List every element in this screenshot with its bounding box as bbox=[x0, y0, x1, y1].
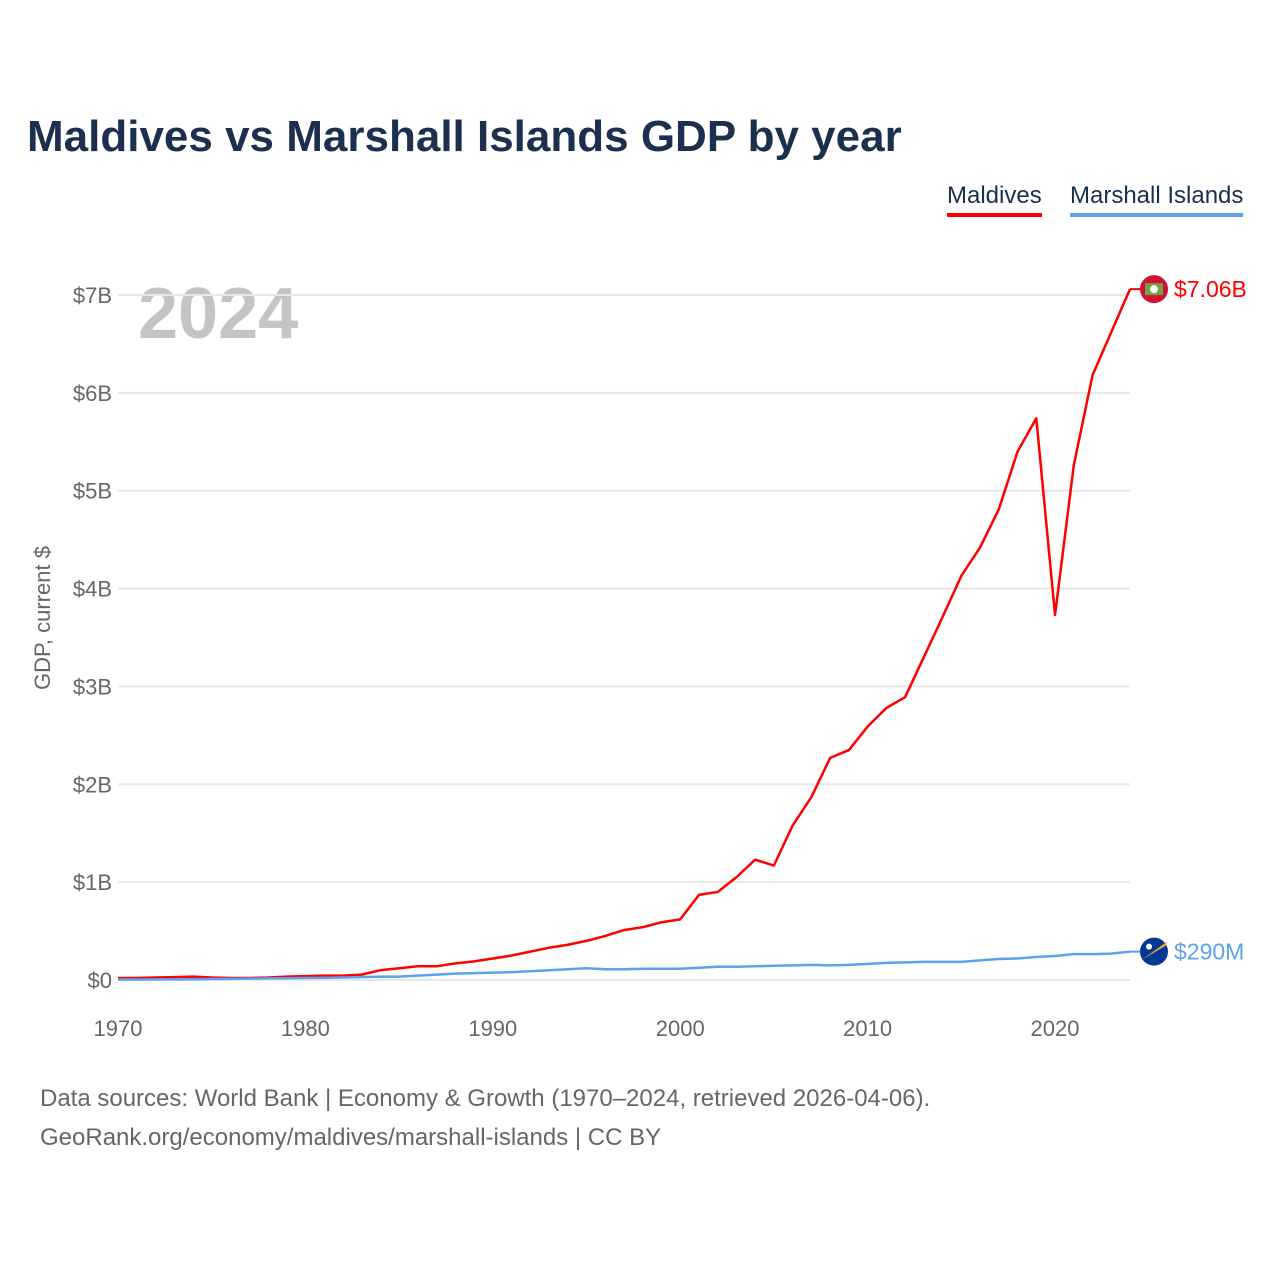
x-tick-label: 1980 bbox=[281, 1016, 330, 1041]
footer-sources: Data sources: World Bank | Economy & Gro… bbox=[40, 1085, 931, 1112]
footer-link[interactable]: GeoRank.org/economy/maldives/marshall-is… bbox=[40, 1124, 662, 1151]
legend-maldives[interactable]: Maldives bbox=[947, 182, 1042, 217]
year-watermark: 2024 bbox=[138, 274, 298, 354]
y-axis-label: GDP, current $ bbox=[30, 546, 55, 690]
series-line-marshall-islands bbox=[118, 950, 1131, 981]
y-tick-label: $3B bbox=[73, 674, 112, 699]
y-tick-label: $6B bbox=[73, 381, 112, 406]
end-value-label: $290M bbox=[1174, 939, 1244, 965]
y-tick-label: $1B bbox=[73, 870, 112, 895]
x-tick-label: 2000 bbox=[656, 1016, 705, 1041]
end-value-label: $7.06B bbox=[1174, 276, 1247, 302]
y-tick-label: $7B bbox=[73, 283, 112, 308]
star-icon bbox=[1146, 943, 1152, 950]
x-tick-label: 1970 bbox=[94, 1016, 143, 1041]
y-tick-label: $0 bbox=[88, 968, 112, 993]
y-tick-label: $4B bbox=[73, 577, 112, 602]
flag-stripe bbox=[1142, 941, 1167, 960]
x-tick-label: 1990 bbox=[468, 1016, 517, 1041]
series-line-maldives bbox=[118, 288, 1132, 980]
crescent-icon bbox=[1150, 285, 1158, 294]
x-tick-label: 2010 bbox=[843, 1016, 892, 1041]
chart-title: Maldives vs Marshall Islands GDP by year bbox=[27, 112, 902, 161]
legend-marshall-islands[interactable]: Marshall Islands bbox=[1070, 182, 1244, 217]
y-tick-label: $2B bbox=[73, 772, 112, 797]
y-tick-label: $5B bbox=[73, 479, 112, 504]
x-tick-label: 2020 bbox=[1031, 1016, 1080, 1041]
